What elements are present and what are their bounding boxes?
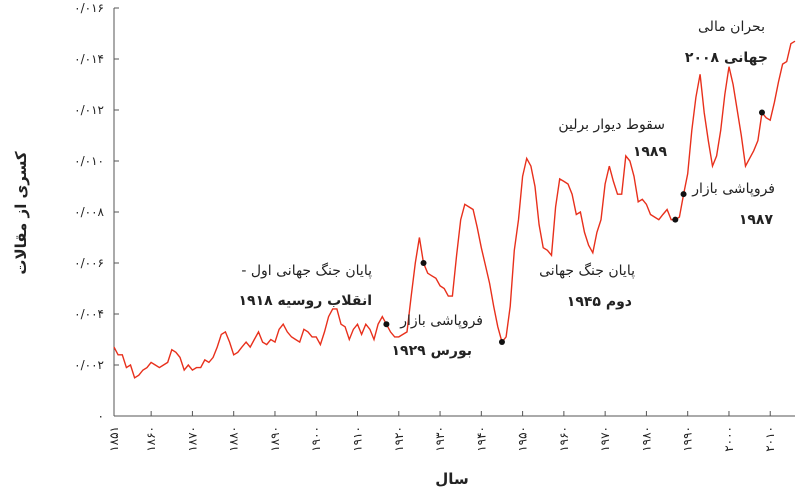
x-tick-label: ۱۹۷۰: [598, 426, 612, 452]
y-tick-label: ۰/۰۱۰: [74, 154, 104, 168]
annotations: پایان جنگ جهانی اول - انقلاب روسیه ۱۹۱۸ …: [237, 19, 776, 359]
x-tick-label: ۱۹۳۰: [433, 426, 447, 452]
x-tick-label: ۱۸۶۰: [144, 426, 158, 452]
y-tick-label: ۰/۰۱۶: [74, 1, 104, 15]
x-tick-label: ۲۰۱۰: [763, 426, 777, 452]
annotation-berlin-wall: سقوط دیوار برلین ۱۹۸۹: [554, 117, 668, 160]
event-marker: [758, 109, 765, 116]
y-ticks: ۰ ۰/۰۰۲ ۰/۰۰۴ ۰/۰۰۶ ۰/۰۰۸ ۰/۰۱۰ ۰/۰۱۲ ۰/۰۱۴ ۰/۰۱…: [74, 1, 119, 423]
x-tick-label: ۱۸۵۱: [107, 426, 121, 452]
x-ticks: ۱۸۵۱ ۱۸۶۰ ۱۸۷۰ ۱۸۸۰ ۱۸۹۰ ۱۹۰۰ ۱۹۱۰ ۱۹۲۰ ۱۹۳۰ ۱۹۴۰…: [107, 411, 777, 452]
y-axis-title: کسری از مقالات: [12, 151, 30, 275]
annotation-crash-1987: فروپاشی بازار ۱۹۸۷: [688, 181, 775, 228]
event-marker: [672, 216, 679, 223]
event-marker: [420, 260, 427, 266]
y-tick-label: ۰/۰۱۴: [74, 52, 104, 66]
x-tick-label: ۱۸۹۰: [268, 426, 282, 452]
x-tick-label: ۱۸۸۰: [227, 426, 241, 452]
x-tick-label: ۱۹۱۰: [351, 426, 365, 452]
y-tick-label: ۰/۰۰۴: [74, 307, 104, 321]
x-tick-label: ۲۰۰۰: [722, 426, 736, 452]
plot-area: [113, 40, 796, 379]
x-tick-label: ۱۹۵۰: [516, 426, 530, 452]
event-marker: [498, 339, 505, 346]
x-tick-label: ۱۹۶۰: [557, 426, 571, 452]
annotation-crash-1929: فروپاشی بازار بورس ۱۹۲۹: [392, 313, 483, 359]
x-tick-label: ۱۹۲۰: [392, 426, 406, 452]
event-markers: [383, 109, 765, 346]
x-tick-label: ۱۹۸۰: [639, 426, 653, 452]
series-line: [113, 40, 796, 379]
x-tick-label: ۱۹۹۰: [681, 426, 695, 452]
y-tick-label: ۰/۰۰۶: [74, 256, 104, 270]
x-tick-label: ۱۹۴۰: [474, 426, 488, 452]
annotation-ww1: پایان جنگ جهانی اول - انقلاب روسیه ۱۹۱۸: [237, 262, 372, 309]
x-tick-label: ۱۹۰۰: [309, 426, 323, 452]
event-marker: [383, 321, 390, 328]
x-axis-title: سال: [435, 470, 468, 488]
annotation-ww2: پایان جنگ جهانی دوم ۱۹۴۵: [535, 262, 635, 310]
event-marker: [680, 191, 687, 198]
annotation-crisis-2008: بحران مالی جهانی ۲۰۰۸: [685, 19, 768, 66]
y-tick-label: ۰/۰۰۸: [74, 205, 104, 219]
y-tick-label: ۰: [98, 409, 104, 423]
x-tick-label: ۱۸۷۰: [185, 426, 199, 452]
y-tick-label: ۰/۰۰۲: [74, 358, 104, 372]
y-tick-label: ۰/۰۱۲: [74, 103, 104, 117]
